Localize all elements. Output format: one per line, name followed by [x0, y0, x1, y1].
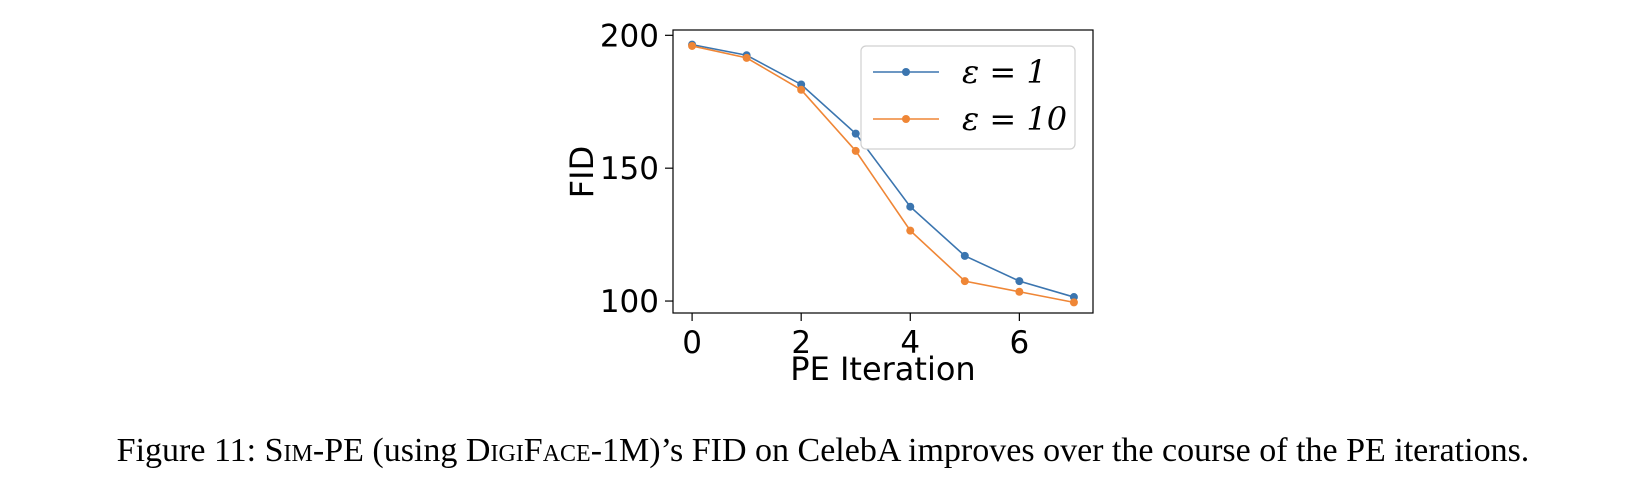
x-axis: 0 2 4 6 [682, 313, 1029, 361]
figure-caption: Figure 11: Sim-PE (using DigiFace-1M)’s … [0, 432, 1646, 470]
caption-mid-1: -PE (using D [312, 432, 491, 469]
series-1-point-3 [851, 146, 860, 155]
y-axis-label: FID [563, 146, 601, 198]
series-0-point-6 [1015, 277, 1024, 286]
caption-mid-2: F [523, 432, 543, 469]
legend-marker-eps-1 [902, 68, 910, 76]
x-axis-label: PE Iteration [790, 350, 975, 388]
caption-smallcaps-1: im [283, 432, 313, 469]
caption-suffix: -1M)’s FID on CelebA improves over the c… [590, 432, 1530, 469]
series-0-point-5 [960, 251, 969, 260]
series-0-point-3 [851, 129, 860, 138]
x-tick-label-4: 4 [900, 325, 920, 361]
legend-label-eps-1: ε = 1 [962, 53, 1047, 91]
y-tick-label-200: 200 [600, 18, 659, 54]
series-1-point-1 [742, 53, 751, 62]
legend: ε = 1 ε = 10 [860, 45, 1076, 150]
caption-prefix: Figure 11: S [116, 432, 284, 469]
y-tick-label-150: 150 [600, 151, 659, 187]
y-axis: 100 150 200 [600, 18, 673, 320]
y-tick-label-100: 100 [600, 284, 659, 320]
series-1-point-0 [688, 41, 697, 50]
x-tick-label-2: 2 [791, 325, 811, 361]
series-1-point-7 [1069, 298, 1078, 307]
legend-marker-eps-10 [902, 115, 910, 123]
x-tick-label-6: 6 [1009, 325, 1029, 361]
series-1-point-2 [797, 85, 806, 94]
series-1-point-4 [906, 226, 915, 235]
x-tick-label-0: 0 [682, 325, 702, 361]
caption-smallcaps-3: ace [542, 432, 591, 469]
plot-frame [672, 29, 1094, 314]
series-0-point-4 [906, 202, 915, 211]
series-line-0 [691, 43, 1075, 298]
series-layer [688, 40, 1078, 307]
legend-label-eps-10: ε = 10 [962, 100, 1067, 138]
caption-smallcaps-2: igi [490, 432, 524, 469]
series-line-1 [691, 45, 1075, 304]
series-1-point-6 [1015, 287, 1024, 296]
series-1-point-5 [960, 277, 969, 286]
